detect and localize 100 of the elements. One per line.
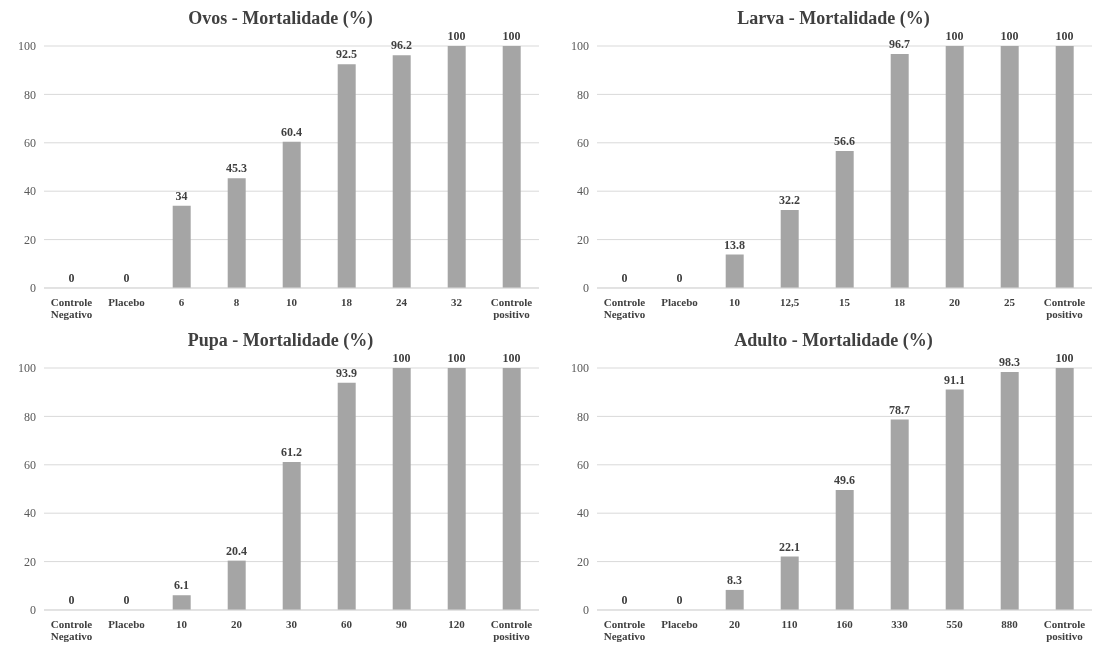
y-tick-label: 100 xyxy=(571,361,589,376)
data-label: 100 xyxy=(447,351,466,365)
bar xyxy=(447,46,466,288)
bar xyxy=(392,368,411,610)
data-label: 32.2 xyxy=(779,193,800,208)
y-tick-label: 20 xyxy=(577,554,589,569)
x-tick-label: Placebo xyxy=(108,618,146,630)
data-label: 0 xyxy=(68,271,75,285)
y-tick-label: 40 xyxy=(577,506,589,521)
bar xyxy=(835,151,854,288)
data-label: 100 xyxy=(945,29,964,43)
x-tick-label: 8 xyxy=(233,296,240,308)
y-tick-label: 100 xyxy=(18,39,36,54)
x-tick-label: 10 xyxy=(729,296,741,308)
data-label: 0 xyxy=(123,593,130,607)
data-label: 20.4 xyxy=(226,543,247,558)
y-tick-label: 40 xyxy=(577,184,589,199)
y-tick-label: 0 xyxy=(583,281,589,296)
data-label: 49.6 xyxy=(834,472,855,487)
data-label: 13.8 xyxy=(724,237,745,252)
bar xyxy=(1000,372,1019,610)
bar xyxy=(502,46,521,288)
x-tick-label: 10 xyxy=(286,296,298,308)
bar xyxy=(945,46,964,288)
data-label: 98.3 xyxy=(999,355,1020,370)
x-tick-label: Controle positivo xyxy=(1043,296,1086,320)
bar xyxy=(227,178,246,288)
x-tick-label: Controle Negativo xyxy=(50,618,93,642)
x-tick-label: 120 xyxy=(448,618,466,630)
bar xyxy=(227,560,246,610)
x-tick-label: 160 xyxy=(836,618,854,630)
bar xyxy=(890,419,909,610)
x-tick-label: Controle positivo xyxy=(490,296,533,320)
x-tick-label: 20 xyxy=(729,618,741,630)
bar xyxy=(172,595,191,610)
data-label: 100 xyxy=(502,351,521,365)
y-tick-label: 100 xyxy=(18,361,36,376)
y-tick-label: 60 xyxy=(577,458,589,473)
bar xyxy=(392,55,411,288)
bar xyxy=(502,368,521,610)
bar xyxy=(725,589,744,610)
data-label: 78.7 xyxy=(889,402,910,417)
data-label: 8.3 xyxy=(727,572,742,587)
bar xyxy=(780,556,799,610)
data-label: 0 xyxy=(621,593,628,607)
y-tick-label: 0 xyxy=(30,603,36,618)
data-label: 56.6 xyxy=(834,134,855,149)
data-label: 34 xyxy=(175,188,188,203)
y-tick-label: 80 xyxy=(24,87,36,102)
x-tick-label: Controle Negativo xyxy=(603,296,646,320)
y-tick-label: 40 xyxy=(24,506,36,521)
bar xyxy=(890,53,909,288)
bar xyxy=(945,389,964,610)
x-tick-label: 6 xyxy=(178,296,185,308)
data-label: 100 xyxy=(1055,29,1074,43)
bar xyxy=(282,461,301,610)
y-tick-label: 60 xyxy=(24,136,36,151)
data-label: 0 xyxy=(676,593,683,607)
data-label: 0 xyxy=(68,593,75,607)
x-tick-label: Placebo xyxy=(661,618,699,630)
data-label: 100 xyxy=(1000,29,1019,43)
data-label: 92.5 xyxy=(336,47,357,62)
x-tick-label: 18 xyxy=(894,296,906,308)
x-tick-label: 20 xyxy=(949,296,961,308)
x-tick-label: 12,5 xyxy=(779,296,800,308)
y-tick-label: 0 xyxy=(30,281,36,296)
bar xyxy=(1055,46,1074,288)
y-tick-label: 20 xyxy=(24,554,36,569)
data-label: 60.4 xyxy=(281,124,302,139)
bar xyxy=(447,368,466,610)
data-label: 45.3 xyxy=(226,161,247,176)
bar xyxy=(337,64,356,288)
y-tick-label: 40 xyxy=(24,184,36,199)
data-label: 0 xyxy=(621,271,628,285)
x-tick-label: Controle positivo xyxy=(490,618,533,642)
x-tick-label: Placebo xyxy=(661,296,699,308)
data-label: 0 xyxy=(123,271,130,285)
chart-title: Adulto - Mortalidade (%) xyxy=(733,330,934,352)
x-tick-label: 30 xyxy=(286,618,298,630)
x-tick-label: 20 xyxy=(231,618,243,630)
x-tick-label: Controle positivo xyxy=(1043,618,1086,642)
chart-title: Pupa - Mortalidade (%) xyxy=(186,330,375,352)
y-tick-label: 80 xyxy=(577,409,589,424)
x-tick-label: 880 xyxy=(1001,618,1019,630)
y-tick-label: 0 xyxy=(583,603,589,618)
x-tick-label: 550 xyxy=(946,618,964,630)
x-tick-label: 330 xyxy=(891,618,909,630)
data-label: 96.7 xyxy=(889,36,910,51)
y-tick-label: 60 xyxy=(24,458,36,473)
x-tick-label: Controle Negativo xyxy=(50,296,93,320)
data-label: 100 xyxy=(392,351,411,365)
bar xyxy=(172,205,191,288)
data-label: 100 xyxy=(1055,351,1074,365)
x-tick-label: 32 xyxy=(451,296,463,308)
data-label: 100 xyxy=(447,29,466,43)
chart-title: Ovos - Mortalidade (%) xyxy=(187,8,374,30)
x-tick-label: 60 xyxy=(341,618,353,630)
chart-title: Larva - Mortalidade (%) xyxy=(736,8,931,30)
bar xyxy=(835,489,854,610)
x-tick-label: 90 xyxy=(396,618,408,630)
